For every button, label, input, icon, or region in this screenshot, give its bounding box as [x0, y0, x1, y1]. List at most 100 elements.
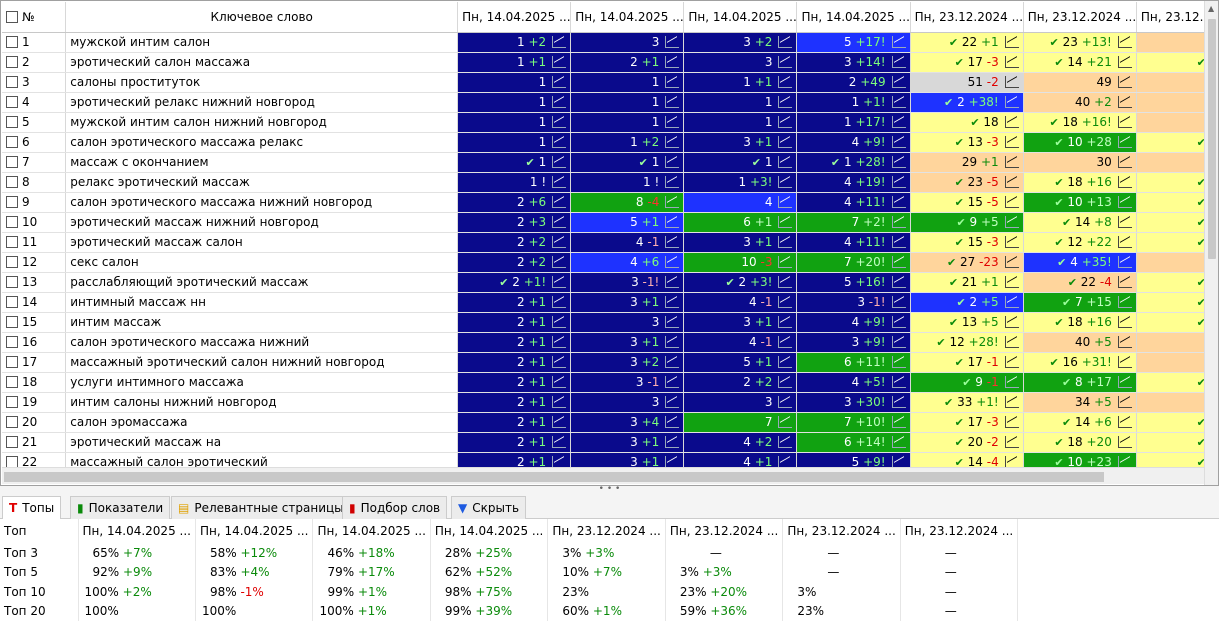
position-cell[interactable]: ✔ 14 -4: [910, 452, 1024, 467]
table-row[interactable]: 1 мужской интим салон 1 +2 3 3 +2 5 +17! ✔ 22 …: [2, 32, 1205, 53]
chart-line-icon[interactable]: [1117, 195, 1132, 208]
position-cell[interactable]: 3 +1: [570, 292, 685, 313]
chart-line-icon[interactable]: [665, 35, 680, 48]
position-cell[interactable]: 34 +5: [1023, 392, 1137, 413]
position-cell[interactable]: ✔ 38: [1136, 132, 1205, 153]
chart-line-icon[interactable]: [1004, 195, 1019, 208]
chart-line-icon[interactable]: [1117, 35, 1132, 48]
row-checkbox[interactable]: [6, 216, 18, 228]
chart-line-icon[interactable]: [1004, 115, 1019, 128]
position-cell[interactable]: 1 +3!: [683, 172, 798, 193]
position-cell[interactable]: 2 +1: [457, 312, 572, 333]
chart-line-icon[interactable]: [1004, 275, 1019, 288]
position-cell[interactable]: 1: [457, 132, 572, 153]
position-cell[interactable]: ✔ 12 +28!: [910, 332, 1024, 353]
chart-line-icon[interactable]: [891, 235, 906, 248]
tops-header-cell[interactable]: Пн, 23.12.2024 ...: [547, 519, 666, 543]
tops-header-cell[interactable]: Пн, 23.12.2024 ...: [665, 519, 784, 543]
keyword-cell[interactable]: салон эротического массажа нижний новгор…: [65, 192, 459, 213]
position-cell[interactable]: ✔ 22: [1136, 292, 1205, 313]
tops-header-cell[interactable]: Пн, 14.04.2025 ...: [312, 519, 431, 543]
chart-line-icon[interactable]: [1117, 55, 1132, 68]
row-checkbox[interactable]: [6, 176, 18, 188]
table-row[interactable]: 8 релакс эротический массаж 1 ! 1 ! 1 +3! 4 +…: [2, 172, 1205, 193]
keyword-cell[interactable]: мужской интим салон нижний новгород: [65, 112, 459, 133]
position-cell[interactable]: 3 +1: [570, 432, 685, 453]
chart-line-icon[interactable]: [891, 35, 906, 48]
chart-line-icon[interactable]: [1004, 55, 1019, 68]
position-cell[interactable]: 49: [1023, 72, 1137, 93]
position-cell[interactable]: 2 +1: [457, 332, 572, 353]
position-cell[interactable]: 3 -1!: [570, 272, 685, 293]
keyword-cell[interactable]: эротический массаж нижний новгород: [65, 212, 459, 233]
position-cell[interactable]: 1: [683, 112, 798, 133]
position-cell[interactable]: 4 +19!: [796, 172, 911, 193]
position-cell[interactable]: 49: [1136, 72, 1205, 93]
position-cell[interactable]: ✔ 21 +1: [910, 272, 1024, 293]
tops-header-cell[interactable]: Пн, 23.12.2024 ...: [900, 519, 1019, 543]
chart-line-icon[interactable]: [778, 255, 793, 268]
chart-line-icon[interactable]: [665, 295, 680, 308]
position-cell[interactable]: ✔ 23: [1136, 192, 1205, 213]
position-cell[interactable]: 3: [570, 32, 685, 53]
position-cell[interactable]: ✔ 8 +17: [1023, 372, 1137, 393]
tab-4[interactable]: ▮ Подбор слов: [342, 496, 448, 519]
table-row[interactable]: 20 салон эромассажа 2 +1 3 +4 7 7 +10! ✔ 17 -3…: [2, 412, 1205, 433]
row-checkbox[interactable]: [6, 136, 18, 148]
header-date-5[interactable]: Пн, 23.12.2024 ...: [910, 2, 1024, 33]
chart-line-icon[interactable]: [778, 275, 793, 288]
position-cell[interactable]: ✔ 33: [1136, 452, 1205, 467]
position-cell[interactable]: 3 -1: [570, 372, 685, 393]
chart-line-icon[interactable]: [665, 175, 680, 188]
position-cell[interactable]: ✔ 1: [570, 152, 685, 173]
position-cell[interactable]: ✔ 2 +1!: [457, 272, 572, 293]
scroll-up-icon[interactable]: ▲: [1208, 4, 1215, 13]
position-cell[interactable]: 1 +2: [457, 32, 572, 53]
position-cell[interactable]: 3 +1: [570, 452, 685, 467]
chart-line-icon[interactable]: [1117, 455, 1132, 467]
chart-line-icon[interactable]: [1117, 95, 1132, 108]
chart-line-icon[interactable]: [665, 215, 680, 228]
chart-line-icon[interactable]: [891, 155, 906, 168]
position-cell[interactable]: 4 -1: [683, 292, 798, 313]
chart-line-icon[interactable]: [552, 335, 567, 348]
table-row[interactable]: 7 массаж с окончанием ✔ 1 ✔ 1 ✔ 1 ✔ 1 +28! 29 …: [2, 152, 1205, 173]
chart-line-icon[interactable]: [778, 135, 793, 148]
position-cell[interactable]: 7 +20!: [796, 252, 911, 273]
chart-line-icon[interactable]: [891, 135, 906, 148]
position-cell[interactable]: 1: [457, 112, 572, 133]
position-cell[interactable]: 40 +5: [1023, 332, 1137, 353]
chart-line-icon[interactable]: [1004, 135, 1019, 148]
keyword-cell[interactable]: массажный эротический салон нижний новго…: [65, 352, 459, 373]
position-cell[interactable]: 1 +2: [570, 132, 685, 153]
position-cell[interactable]: ✔ 10 +23: [1023, 452, 1137, 467]
chart-line-icon[interactable]: [552, 35, 567, 48]
row-checkbox[interactable]: [6, 156, 18, 168]
position-cell[interactable]: ✔ 17 -3: [910, 412, 1024, 433]
chart-line-icon[interactable]: [552, 315, 567, 328]
row-checkbox[interactable]: [6, 36, 18, 48]
position-cell[interactable]: 2 +1: [457, 372, 572, 393]
tops-header-cell[interactable]: Пн, 14.04.2025 ...: [195, 519, 314, 543]
row-checkbox[interactable]: [6, 336, 18, 348]
position-cell[interactable]: ✔ 15 -5: [910, 192, 1024, 213]
chart-line-icon[interactable]: [891, 375, 906, 388]
chart-line-icon[interactable]: [778, 115, 793, 128]
position-cell[interactable]: 2 +1: [457, 292, 572, 313]
chart-line-icon[interactable]: [1004, 375, 1019, 388]
position-cell[interactable]: 6 +14!: [796, 432, 911, 453]
position-cell[interactable]: 4 -1: [683, 332, 798, 353]
chart-line-icon[interactable]: [552, 435, 567, 448]
chart-line-icon[interactable]: [891, 295, 906, 308]
position-cell[interactable]: 2 +1: [570, 52, 685, 73]
chart-line-icon[interactable]: [1117, 155, 1132, 168]
position-cell[interactable]: ✔ 2 +38!: [910, 92, 1024, 113]
keyword-cell[interactable]: секс салон: [65, 252, 459, 273]
keyword-cell[interactable]: интим массаж: [65, 312, 459, 333]
position-cell[interactable]: ✔ 17 -1: [910, 352, 1024, 373]
chart-line-icon[interactable]: [1117, 115, 1132, 128]
chart-line-icon[interactable]: [891, 75, 906, 88]
position-cell[interactable]: 29 +1: [910, 152, 1024, 173]
chart-line-icon[interactable]: [1117, 135, 1132, 148]
header-date-2[interactable]: Пн, 14.04.2025 ...: [570, 2, 685, 33]
